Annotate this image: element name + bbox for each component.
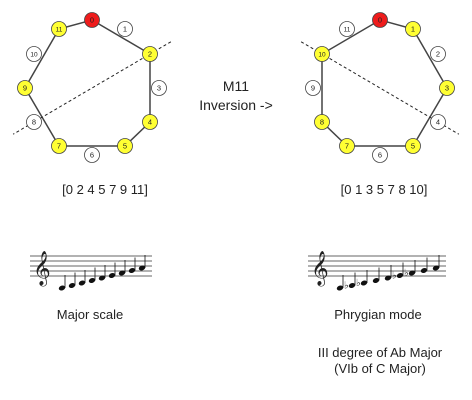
note-head (128, 267, 136, 274)
note-head (420, 267, 428, 274)
pitch-class-label: 10 (318, 52, 326, 59)
pitch-class-label: 8 (32, 118, 36, 127)
pitch-class-label: 11 (56, 27, 63, 34)
note-head (108, 272, 116, 279)
pitch-class-node-6: 6 (84, 147, 100, 163)
treble-clef-icon: 𝄞 (311, 251, 329, 287)
note-head (58, 285, 66, 291)
note-head (384, 275, 392, 281)
pitch-class-label: 9 (311, 84, 315, 93)
pitch-class-node-8: 8 (26, 114, 42, 130)
note-head (360, 280, 368, 286)
pitch-class-label: 1 (411, 25, 415, 34)
flat-sign-icon: ♭ (392, 271, 397, 282)
note-head (98, 275, 106, 281)
note-head (78, 280, 86, 286)
pitch-class-label: 9 (23, 84, 27, 93)
left-scale-name: Major scale (56, 307, 124, 322)
note-head (68, 282, 76, 289)
operation-title: M11 (222, 78, 250, 94)
left-set-label: [0 2 4 5 7 9 11] (62, 182, 148, 197)
flat-sign-icon: ♭ (344, 281, 349, 292)
pitch-class-node-6: 6 (372, 147, 388, 163)
pitch-class-node-4: 4 (142, 114, 158, 130)
pitch-class-node-2: 2 (142, 46, 158, 62)
pitch-class-node-3: 3 (439, 80, 455, 96)
phrygian-mode-staff: 𝄞 ♭ ♭ ♭ ♭ (308, 251, 446, 292)
pitch-class-label: 4 (148, 118, 152, 127)
pitch-class-node-10: 10 (26, 46, 42, 62)
pitch-class-label: 5 (123, 142, 127, 151)
pitch-class-label: 1 (123, 25, 127, 34)
pitch-class-node-4: 4 (430, 114, 446, 130)
pitch-class-node-1: 1 (405, 21, 421, 37)
pitch-class-label: 6 (90, 151, 94, 160)
pitch-class-label: 6 (378, 151, 382, 160)
pitch-class-label: 3 (445, 84, 449, 93)
pitch-class-node-5: 5 (117, 138, 133, 154)
pitch-class-node-1: 1 (117, 21, 133, 37)
pitch-class-label: 0 (90, 16, 94, 25)
flat-sign-icon: ♭ (356, 278, 361, 289)
note-head (88, 277, 96, 284)
note-head (138, 265, 146, 271)
note-head (118, 270, 126, 276)
pitch-class-label: 5 (411, 142, 415, 151)
note-head (432, 265, 440, 271)
pitch-class-label: 0 (378, 16, 382, 25)
pitch-class-node-10: 10 (314, 46, 330, 62)
flat-sign-icon: ♭ (404, 268, 409, 279)
operation-subtitle: Inversion -> (199, 97, 273, 113)
scale-relation-note: (VIb of C Major) (334, 361, 426, 376)
pitch-class-node-9: 9 (17, 80, 33, 96)
right-set-label: [0 1 3 5 7 8 10] (340, 182, 428, 197)
pitch-class-node-11: 11 (51, 21, 67, 37)
pitch-class-node-8: 8 (314, 114, 330, 130)
pitch-class-label: 4 (436, 118, 440, 127)
note-head (372, 277, 380, 284)
scale-degree-note: III degree of Ab Major (317, 345, 443, 360)
note-head (336, 285, 344, 291)
scale-polygon (321, 19, 448, 147)
pitch-class-node-7: 7 (51, 138, 67, 154)
scale-polygon (24, 19, 151, 147)
note-head (408, 270, 416, 276)
pitch-class-node-7: 7 (339, 138, 355, 154)
pitch-class-node-11: 11 (339, 21, 355, 37)
pitch-class-node-9: 9 (305, 80, 321, 96)
major-scale-staff: 𝄞 (30, 251, 152, 291)
pitch-class-label: 2 (436, 50, 440, 59)
pitch-class-label: 2 (148, 50, 152, 59)
pitch-class-label: 10 (30, 52, 38, 59)
pitch-class-node-3: 3 (151, 80, 167, 96)
right-scale-name: Phrygian mode (334, 307, 422, 322)
pitch-class-label: 7 (57, 142, 61, 151)
treble-clef-icon: 𝄞 (33, 251, 51, 287)
pitch-class-label: 7 (345, 142, 349, 151)
pitch-class-node-0: 0 (84, 12, 100, 28)
note-head (396, 272, 404, 279)
pitch-class-wheel-right: 0 1 2 3 4 5 6 7 8 9 10 11 (300, 12, 460, 163)
pitch-class-label: 8 (320, 118, 324, 127)
pitch-class-wheel-left: 0 1 2 3 4 5 6 7 8 9 10 11 (12, 12, 172, 163)
pitch-class-node-5: 5 (405, 138, 421, 154)
pitch-class-node-0: 0 (372, 12, 388, 28)
pitch-class-label: 3 (157, 84, 161, 93)
pitch-class-node-2: 2 (430, 46, 446, 62)
pitch-class-label: 11 (344, 27, 351, 34)
note-head (348, 282, 356, 289)
